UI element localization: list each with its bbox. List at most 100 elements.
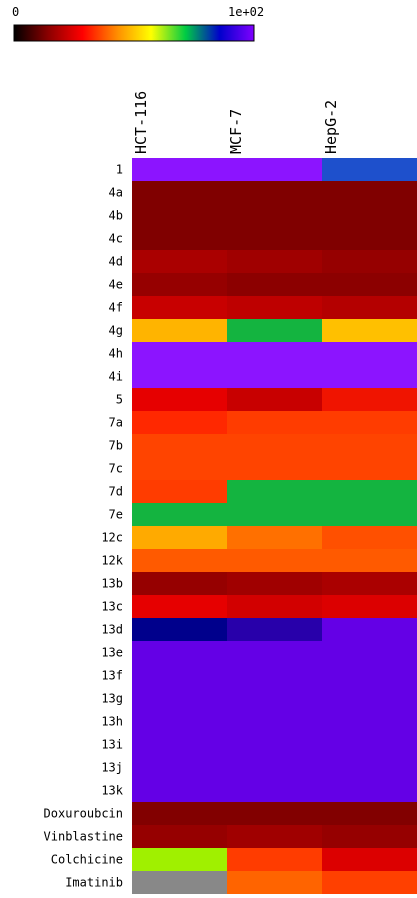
row-label: 4i	[109, 370, 123, 384]
row-label: 13h	[101, 715, 123, 729]
heatmap-cell	[227, 595, 322, 618]
heatmap-cell	[132, 641, 227, 664]
heatmap-cell	[132, 227, 227, 250]
heatmap-cell	[322, 572, 417, 595]
heatmap-cell	[322, 503, 417, 526]
heatmap-cell	[227, 388, 322, 411]
heatmap-cell	[322, 434, 417, 457]
row-label: 13e	[101, 646, 123, 660]
heatmap-cell	[132, 664, 227, 687]
heatmap-cell	[322, 296, 417, 319]
heatmap-cell	[322, 664, 417, 687]
heatmap-cell	[132, 204, 227, 227]
row-label: 7a	[109, 416, 123, 430]
heatmap-cell	[132, 618, 227, 641]
column-labels: HCT-116 MCF-7 HepG-2	[132, 91, 340, 154]
heatmap-cell	[227, 641, 322, 664]
heatmap-cell	[227, 273, 322, 296]
heatmap-cell	[322, 388, 417, 411]
heatmap-cell	[322, 618, 417, 641]
heatmap-cell	[322, 227, 417, 250]
heatmap-cell	[227, 480, 322, 503]
heatmap-cell	[322, 273, 417, 296]
heatmap-cells	[132, 158, 417, 898]
row-label: 4d	[109, 255, 123, 269]
row-label: 5	[116, 393, 123, 407]
row-label: 7e	[109, 508, 123, 522]
heatmap-cell	[132, 572, 227, 595]
heatmap-cell	[322, 342, 417, 365]
heatmap-cell	[322, 250, 417, 273]
column-label: HepG-2	[322, 100, 340, 154]
heatmap-cell	[227, 365, 322, 388]
heatmap-cell	[322, 848, 417, 871]
heatmap-cell	[227, 227, 322, 250]
heatmap-cell	[322, 802, 417, 825]
row-label: 13g	[101, 692, 123, 706]
heatmap-cell	[227, 687, 322, 710]
heatmap-cell	[322, 595, 417, 618]
heatmap-cell	[322, 526, 417, 549]
heatmap-cell	[132, 687, 227, 710]
heatmap-cell	[132, 457, 227, 480]
heatmap-cell	[227, 457, 322, 480]
heatmap-cell	[227, 756, 322, 779]
heatmap-cell	[322, 319, 417, 342]
heatmap-cell	[227, 158, 322, 181]
heatmap-cell	[227, 342, 322, 365]
row-label: 4f	[109, 301, 123, 315]
row-label: 4b	[109, 209, 123, 223]
heatmap-cell	[322, 480, 417, 503]
heatmap-cell	[227, 802, 322, 825]
row-label: 7c	[109, 462, 123, 476]
heatmap-cell	[322, 710, 417, 733]
heatmap-cell	[227, 319, 322, 342]
row-label: Colchicine	[51, 853, 123, 867]
row-label: 4a	[109, 186, 123, 200]
heatmap-cell	[227, 181, 322, 204]
heatmap-cell	[322, 181, 417, 204]
row-label: 4e	[109, 278, 123, 292]
heatmap-cell	[322, 687, 417, 710]
row-label: 12k	[101, 554, 123, 568]
heatmap-cell	[132, 710, 227, 733]
heatmap-cell	[227, 733, 322, 756]
heatmap-cell	[132, 595, 227, 618]
heatmap-cell	[132, 181, 227, 204]
heatmap-cell	[132, 250, 227, 273]
row-label: 13b	[101, 577, 123, 591]
heatmap-cell	[227, 204, 322, 227]
colorbar	[13, 24, 255, 42]
heatmap-cell	[227, 549, 322, 572]
heatmap-cell	[132, 480, 227, 503]
heatmap-cell	[322, 158, 417, 181]
row-label: 13k	[101, 784, 123, 798]
heatmap-cell	[132, 779, 227, 802]
row-label: 7b	[109, 439, 123, 453]
heatmap-cell	[322, 204, 417, 227]
heatmap-cell	[227, 871, 322, 894]
row-label: Imatinib	[65, 876, 123, 890]
heatmap-cell	[322, 756, 417, 779]
heatmap-cell	[227, 848, 322, 871]
heatmap-cell	[132, 802, 227, 825]
heatmap-cell	[322, 365, 417, 388]
heatmap-cell	[132, 273, 227, 296]
heatmap-cell	[132, 365, 227, 388]
heatmap-cell	[322, 779, 417, 802]
heatmap-cell	[227, 296, 322, 319]
heatmap-cell	[132, 733, 227, 756]
heatmap-cell	[132, 158, 227, 181]
colorbar-min-label: 0	[12, 5, 19, 19]
row-label: 13c	[101, 600, 123, 614]
heatmap-cell	[227, 779, 322, 802]
heatmap-cell	[227, 710, 322, 733]
heatmap-cell	[132, 388, 227, 411]
colorbar-max-label: 1e+02	[228, 5, 264, 19]
heatmap-cell	[227, 503, 322, 526]
heatmap-cell	[227, 618, 322, 641]
heatmap-cell	[132, 825, 227, 848]
row-label: 13i	[101, 738, 123, 752]
